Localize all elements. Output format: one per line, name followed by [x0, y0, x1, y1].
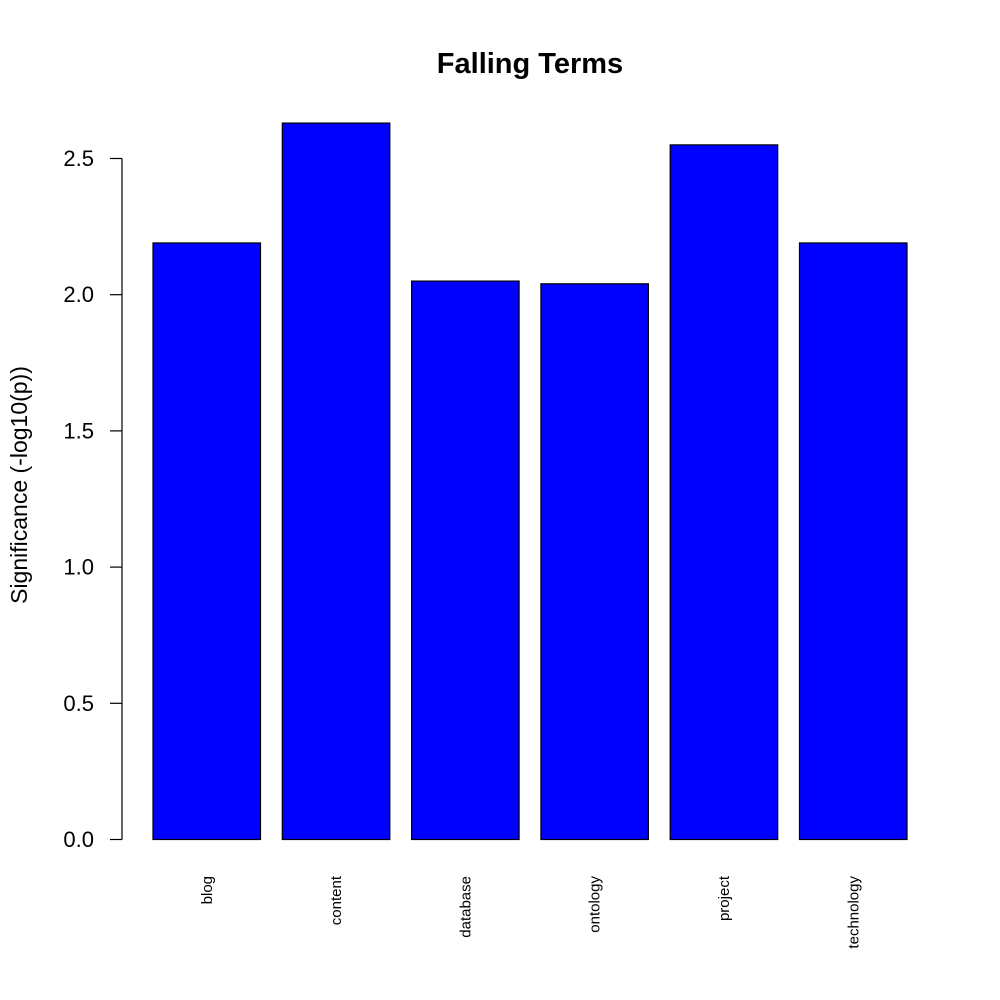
y-tick-label: 2.0 — [63, 282, 94, 307]
y-tick-label: 1.0 — [63, 555, 94, 580]
x-tick-label-database: database — [457, 876, 474, 938]
bar-project — [669, 144, 779, 841]
y-tick-label: 0.0 — [63, 827, 94, 852]
bar-ontology — [540, 283, 650, 841]
bar-technology — [798, 242, 908, 841]
x-tick-label-project: project — [716, 875, 733, 921]
bar-content — [281, 122, 391, 841]
x-tick-label-ontology: ontology — [587, 876, 604, 933]
bars — [152, 122, 908, 841]
bar-database — [411, 280, 520, 841]
x-tick-label-technology: technology — [845, 876, 862, 949]
x-tick-label-content: content — [328, 875, 345, 925]
y-tick-label: 2.5 — [63, 146, 94, 171]
y-tick-label: 0.5 — [63, 691, 94, 716]
y-axis-label: Significance (-log10(p)) — [6, 366, 32, 604]
x-tick-label-blog: blog — [199, 876, 216, 904]
chart-title: Falling Terms — [437, 48, 623, 80]
bar-blog — [152, 242, 262, 841]
y-axis: 0.0 0.5 1.0 1.5 2.0 2.5 — [63, 146, 123, 852]
y-tick-label: 1.5 — [63, 418, 94, 443]
x-axis-labels: blog content database ontology project techno… — [199, 875, 863, 948]
